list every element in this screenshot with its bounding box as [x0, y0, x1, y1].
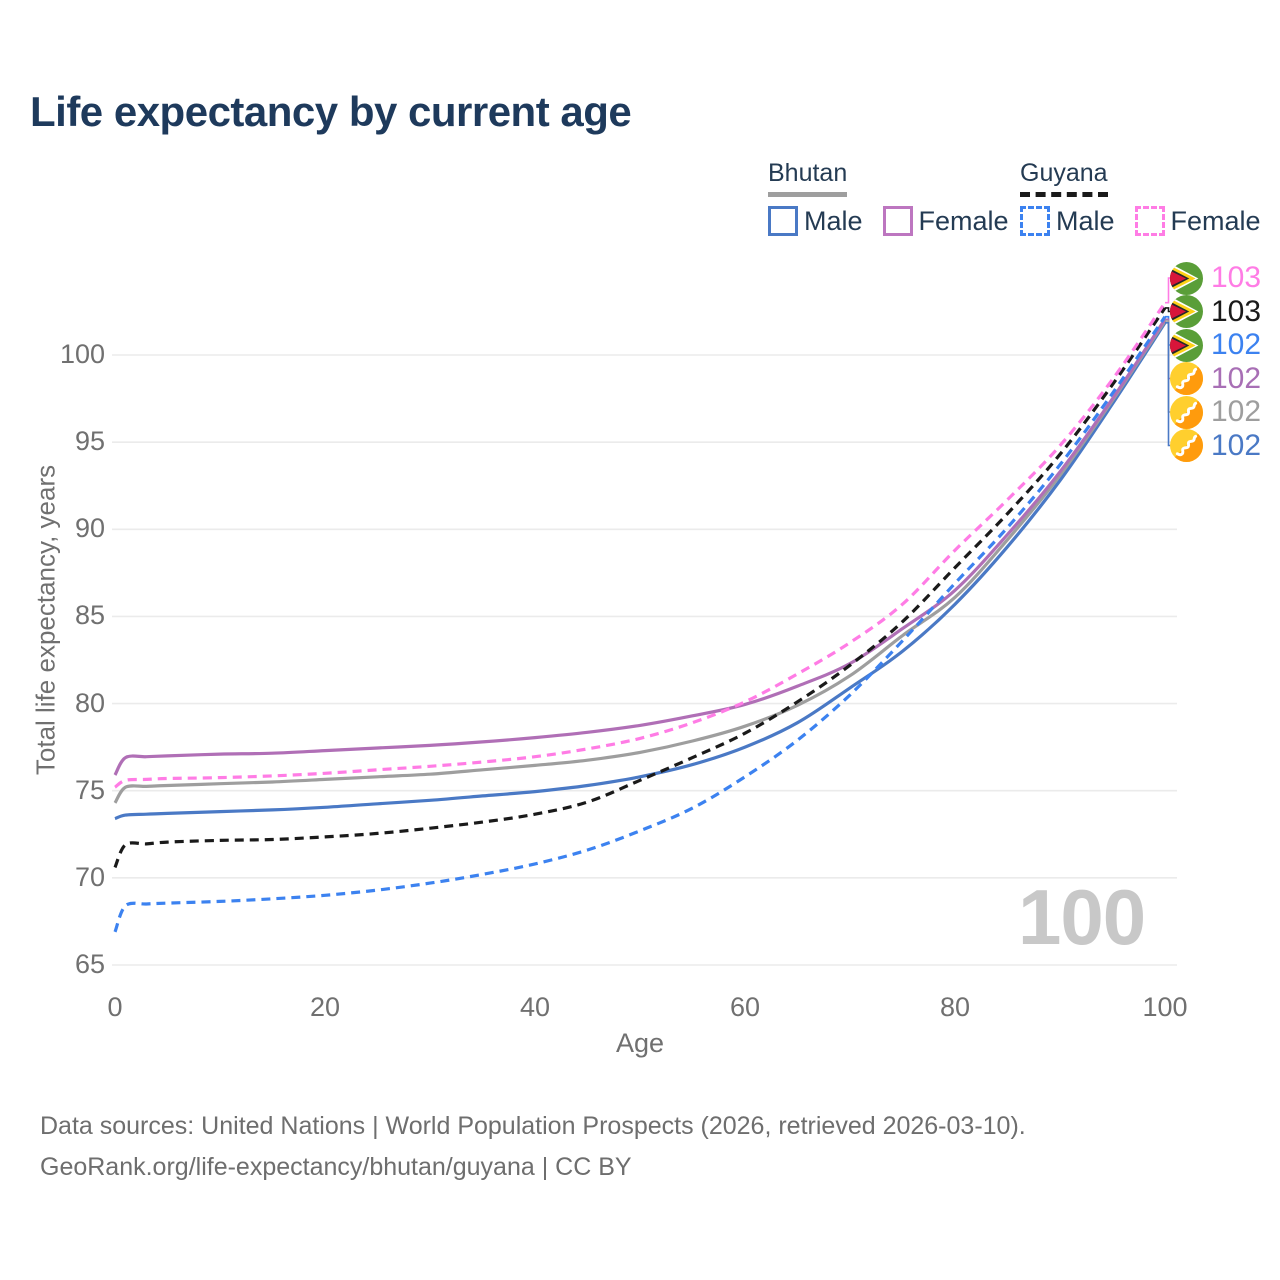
- x-tick-label: 60: [729, 992, 761, 1022]
- legend-item-guyana-female[interactable]: Female: [1134, 205, 1261, 237]
- page-title: Life expectancy by current age: [30, 88, 632, 135]
- bhutan-male-swatch: [768, 206, 798, 236]
- bhutan-female-swatch: [882, 206, 913, 236]
- legend-country-guyana[interactable]: Guyana: [1020, 159, 1108, 197]
- y-tick-label: 70: [74, 861, 105, 892]
- footer: Data sources: United Nations | World Pop…: [40, 1106, 1026, 1188]
- guyana-flag-icon: [1170, 295, 1203, 328]
- series-line-guyana_female: [114, 301, 1167, 789]
- guyana-flag-icon: [1170, 328, 1203, 362]
- end-label-row: 102: [1170, 328, 1262, 362]
- x-tick-label: 20: [309, 992, 341, 1022]
- y-tick-label: 85: [74, 600, 105, 631]
- end-label-row: 102: [1170, 429, 1261, 462]
- bhutan-flag-icon: [1170, 395, 1203, 429]
- x-axis-title: Age: [615, 1028, 665, 1058]
- legend-item-label: Male: [804, 205, 863, 236]
- series-line-bhutan_female: [113, 318, 1167, 776]
- legend-item-bhutan-male[interactable]: Male: [768, 206, 863, 237]
- x-tick-label: 0: [107, 992, 123, 1022]
- bhutan-flag-icon: [1170, 362, 1203, 395]
- series-line-bhutan_total: [113, 320, 1167, 804]
- guyana-male-swatch: [1020, 206, 1050, 236]
- bhutan-flag-icon: [1170, 429, 1203, 462]
- end-label-value: 103: [1211, 261, 1262, 294]
- guyana-flag-icon: [1170, 261, 1203, 295]
- legend-group-guyana: Guyana Male Female: [1020, 159, 1280, 237]
- y-tick-label: 95: [74, 426, 105, 457]
- series-line-guyana_total: [113, 307, 1167, 869]
- legend-country-bhutan[interactable]: Bhutan: [768, 159, 848, 197]
- age-watermark: 100: [1018, 873, 1146, 961]
- end-label-value: 102: [1211, 328, 1262, 361]
- attribution-line: GeoRank.org/life-expectancy/bhutan/guyan…: [40, 1153, 632, 1181]
- y-tick-label: 75: [74, 774, 105, 805]
- end-label-row: 102: [1170, 395, 1262, 429]
- end-label-value: 102: [1211, 395, 1262, 428]
- y-tick-label: 65: [74, 949, 105, 979]
- legend-item-bhutan-female[interactable]: Female: [882, 205, 1009, 237]
- legend-item-label: Female: [918, 205, 1009, 236]
- y-tick-label: 100: [59, 339, 105, 369]
- legend-item-guyana-male[interactable]: Male: [1020, 206, 1115, 237]
- series-line-bhutan_male: [114, 321, 1167, 821]
- data-source-line: Data sources: United Nations | World Pop…: [40, 1112, 1026, 1140]
- y-tick-label: 90: [74, 513, 105, 544]
- end-label-value: 102: [1211, 361, 1262, 395]
- end-label-value: 102: [1211, 428, 1262, 462]
- series-line-guyana_male: [113, 315, 1167, 933]
- end-label-row: 103: [1170, 295, 1261, 328]
- x-tick-label: 100: [1142, 992, 1188, 1022]
- legend-item-label: Female: [1170, 205, 1261, 236]
- legend-group-bhutan: Bhutan Male Female: [768, 159, 1029, 237]
- guyana-female-swatch: [1134, 206, 1165, 236]
- x-tick-label: 40: [519, 992, 551, 1022]
- x-tick-label: 80: [939, 992, 971, 1022]
- end-label-value: 103: [1211, 294, 1262, 328]
- y-tick-label: 80: [74, 687, 105, 718]
- end-label-row: 103: [1170, 261, 1262, 295]
- end-label-row: 102: [1170, 362, 1261, 395]
- legend-item-label: Male: [1056, 205, 1115, 236]
